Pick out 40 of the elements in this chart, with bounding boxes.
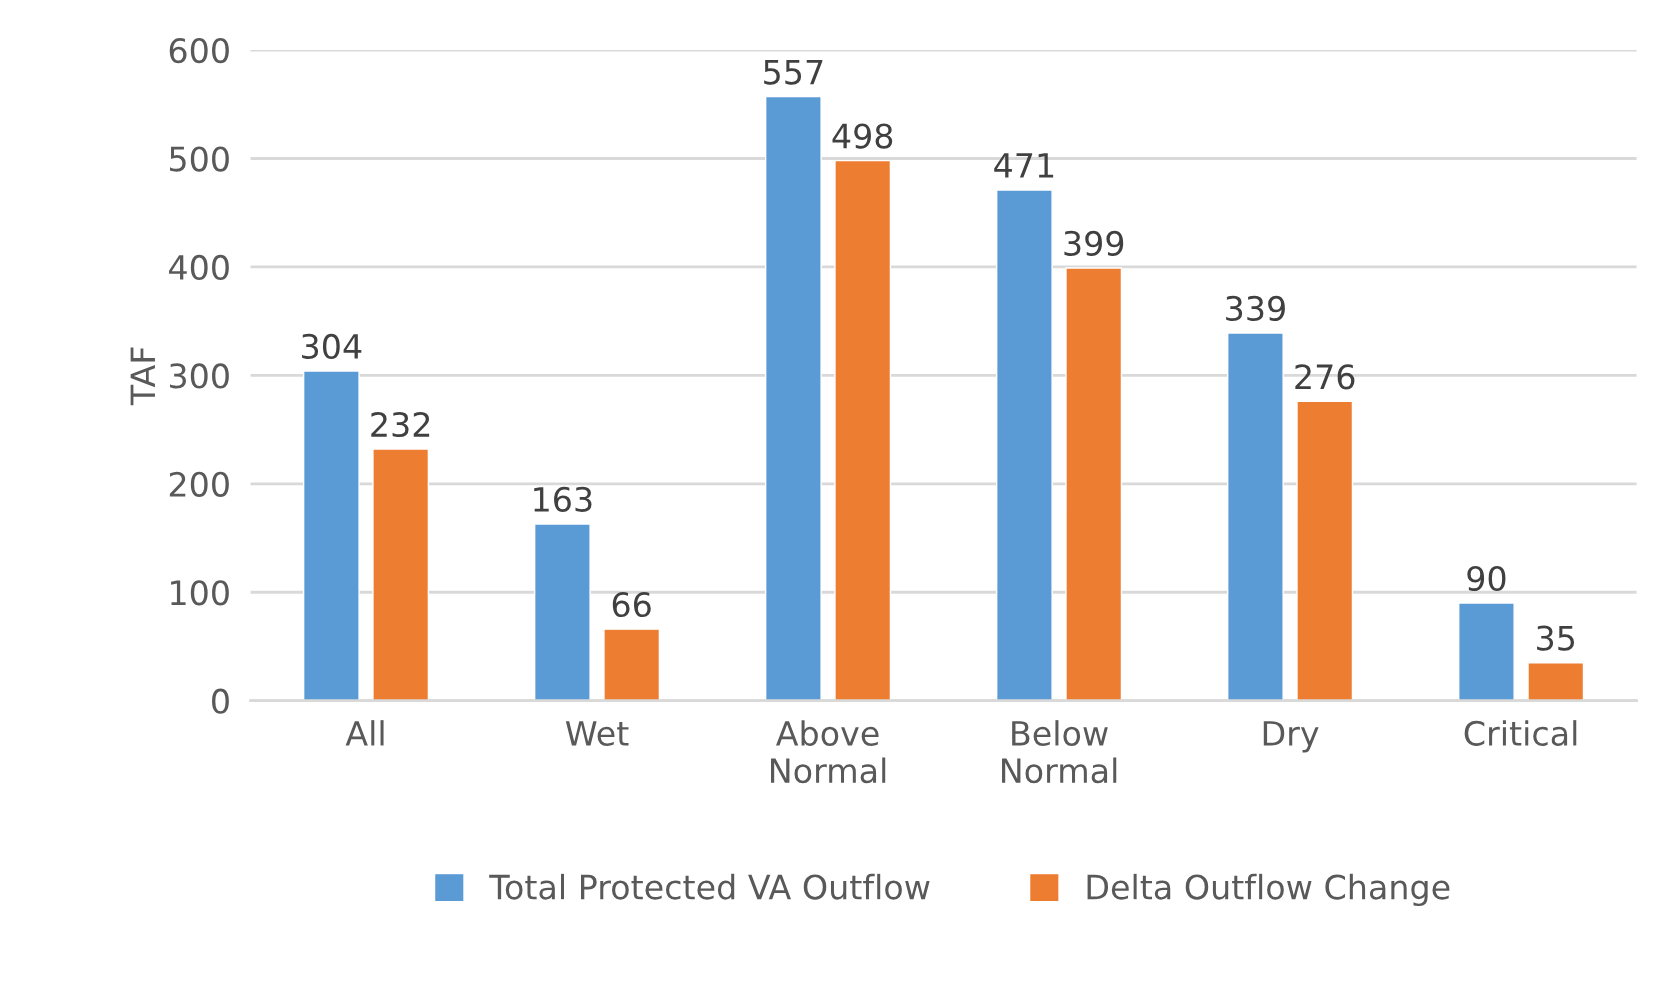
- x-tick-label: Below Normal: [1002, 720, 1117, 784]
- x-tick-label: Above Normal: [771, 720, 886, 784]
- bar: [764, 95, 822, 701]
- bar: [1296, 400, 1354, 701]
- y-tick-label: 100: [171, 580, 229, 606]
- bar: [603, 628, 661, 701]
- data-label: 163: [534, 486, 592, 512]
- bar: [834, 159, 892, 701]
- bar: [1458, 602, 1515, 701]
- bar: [995, 189, 1053, 701]
- bar: [302, 370, 360, 701]
- x-tick-label: Critical: [1464, 720, 1577, 746]
- data-label: 66: [612, 591, 651, 618]
- y-tick-label: 200: [169, 471, 229, 497]
- data-label: 471: [994, 153, 1054, 178]
- legend-label: Total Protected VA Outflow: [489, 873, 930, 900]
- data-label: 35: [1537, 625, 1575, 651]
- bar: [1527, 662, 1585, 701]
- data-label: 304: [302, 333, 362, 360]
- data-label: 232: [371, 411, 430, 438]
- y-axis-title: TAF: [130, 347, 155, 406]
- y-tick-label: 500: [170, 146, 229, 172]
- bar: [533, 523, 591, 701]
- bar: [1227, 332, 1284, 701]
- bar: [372, 448, 430, 701]
- y-tick-label: 0: [212, 688, 229, 714]
- x-tick-label: Wet: [565, 721, 629, 746]
- y-tick-label: 600: [169, 37, 229, 64]
- data-label: 498: [832, 123, 893, 149]
- data-label: 90: [1467, 565, 1506, 592]
- y-tick-label: 400: [169, 254, 229, 281]
- bar: [1065, 267, 1123, 701]
- x-tick-label: All: [345, 720, 384, 746]
- legend-label: Delta Outflow Change: [1087, 873, 1450, 907]
- x-tick-label: Dry: [1263, 721, 1319, 753]
- data-label: 399: [1064, 230, 1124, 256]
- data-label: 276: [1295, 364, 1355, 390]
- data-label: 557: [764, 59, 823, 85]
- data-label: 339: [1226, 295, 1285, 322]
- y-tick-label: 300: [169, 363, 229, 389]
